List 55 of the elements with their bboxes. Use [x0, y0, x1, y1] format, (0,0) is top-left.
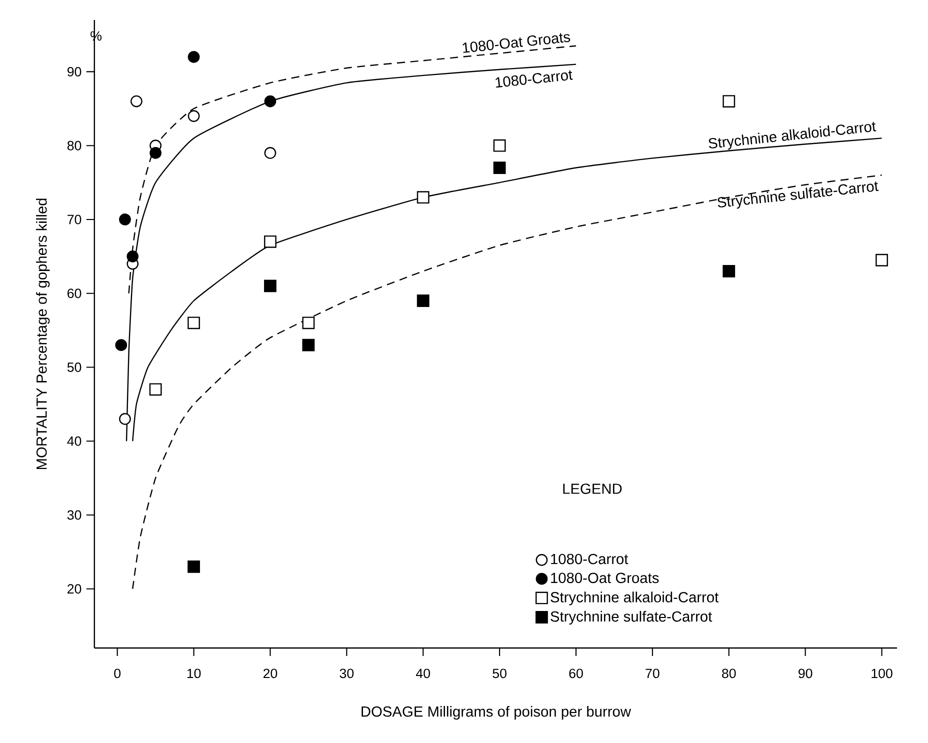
x-tick-label: 90 — [798, 668, 812, 678]
text: 1080-Carrot — [496, 70, 573, 88]
y-tick-label: 90 — [67, 67, 82, 77]
legend-label: 1080-Oat Groats — [551, 572, 659, 584]
x-tick-label: 80 — [722, 668, 736, 678]
legend-label: Strychnine sulfate-Carrot — [550, 611, 712, 625]
point — [493, 140, 506, 152]
x-tick-label: 70 — [646, 668, 660, 678]
point — [188, 560, 200, 574]
point — [188, 51, 200, 64]
point — [416, 294, 430, 308]
point — [722, 265, 736, 278]
legend-label: Strychnine alkaloid-Carrot — [550, 592, 719, 606]
y-tick-label: 60 — [68, 288, 82, 298]
point — [149, 383, 162, 396]
point — [416, 191, 430, 204]
y-tick-label: 70 — [68, 214, 82, 224]
x-tick-label: 40 — [416, 668, 430, 678]
y-tick-label: 20 — [68, 584, 82, 594]
y-tick-label: 50 — [67, 362, 82, 372]
point — [126, 250, 139, 263]
point — [188, 110, 200, 122]
text: Strychnine alkaloid-Carrot — [708, 122, 876, 150]
point — [115, 339, 128, 352]
point — [119, 413, 131, 426]
x-tick-label: 30 — [340, 668, 354, 678]
line-series — [132, 174, 882, 590]
text: Strychnine sulfate-Carrot — [718, 182, 879, 209]
legend-title: LEGEND — [563, 484, 622, 494]
y-tick-label: 40 — [67, 436, 82, 446]
point — [302, 316, 315, 330]
y-tick-label: 30 — [67, 510, 82, 520]
x-tick-label: 10 — [187, 668, 201, 678]
x-tick-label: 50 — [492, 668, 506, 678]
point — [264, 147, 276, 160]
point — [264, 96, 276, 108]
x-tick-label: 0 — [114, 668, 121, 678]
point — [722, 95, 736, 108]
legend-label: 1080-Carrot — [551, 554, 628, 564]
point — [150, 147, 162, 160]
point — [302, 339, 315, 352]
y-tick-label: 80 — [67, 141, 82, 150]
point — [264, 280, 276, 292]
x-tick-label: 100 — [872, 668, 892, 678]
text: 1080-Oat Groats — [462, 33, 570, 54]
x-axis-title: DOSAGE Milligrams of poison per burrow — [362, 706, 632, 720]
point — [493, 162, 506, 174]
point — [264, 236, 276, 248]
y-axis-title: MORTALITY Percentage of gophers killed — [36, 198, 50, 470]
x-tick-label: 20 — [263, 668, 278, 678]
point — [130, 96, 142, 108]
point — [876, 254, 888, 266]
point — [119, 214, 131, 226]
point — [188, 316, 200, 330]
x-tick-label: 60 — [569, 668, 583, 678]
